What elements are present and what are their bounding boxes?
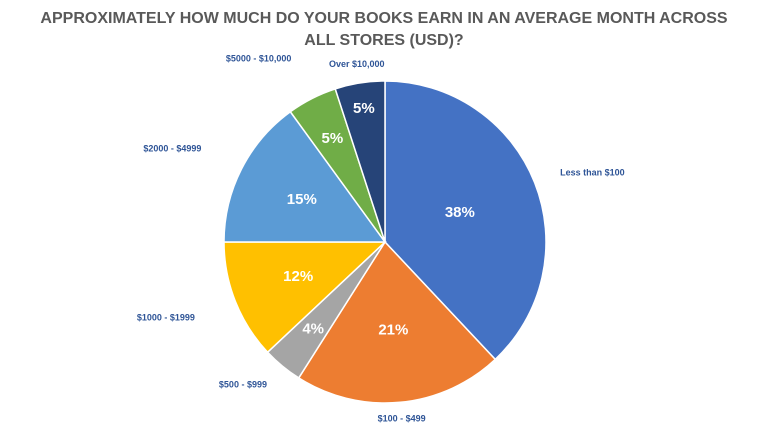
- category-label-less-than-100: Less than $100: [560, 168, 625, 178]
- category-label-over-10000: Over $10,000: [329, 59, 385, 69]
- pie-slice-1000-1999: [223, 241, 387, 354]
- pie-slice-over-10000: [334, 80, 386, 243]
- category-label-1000-1999: $1000 - $1999: [137, 312, 195, 322]
- pie-slices: [223, 80, 547, 404]
- value-labels: 38% 21% 4% 12% 15% 5% 5%: [283, 100, 475, 339]
- value-label-2000-4999: 15%: [287, 191, 317, 208]
- category-label-5000-10000: $5000 - $10,000: [226, 53, 292, 63]
- value-label-500-999: 4%: [302, 320, 324, 337]
- value-label-over-10000: 5%: [353, 100, 375, 117]
- category-label-500-999: $500 - $999: [219, 380, 267, 390]
- pie-slice-less-than-100: [384, 80, 547, 361]
- value-label-5000-10000: 5%: [322, 130, 344, 147]
- value-label-1000-1999: 12%: [283, 268, 313, 285]
- category-labels: Less than $100 $100 - $499 $500 - $999 $100…: [137, 53, 625, 423]
- pie-slice-100-499: [297, 240, 497, 404]
- category-label-2000-4999: $2000 - $4999: [143, 143, 201, 153]
- chart-title: APPROXIMATELY HOW MUCH DO YOUR BOOKS EAR…: [40, 10, 728, 49]
- category-label-100-499: $100 - $499: [378, 413, 426, 423]
- pie-slice-2000-4999: [223, 110, 387, 243]
- value-label-100-499: 21%: [378, 322, 408, 339]
- value-label-less-than-100: 38%: [445, 204, 475, 221]
